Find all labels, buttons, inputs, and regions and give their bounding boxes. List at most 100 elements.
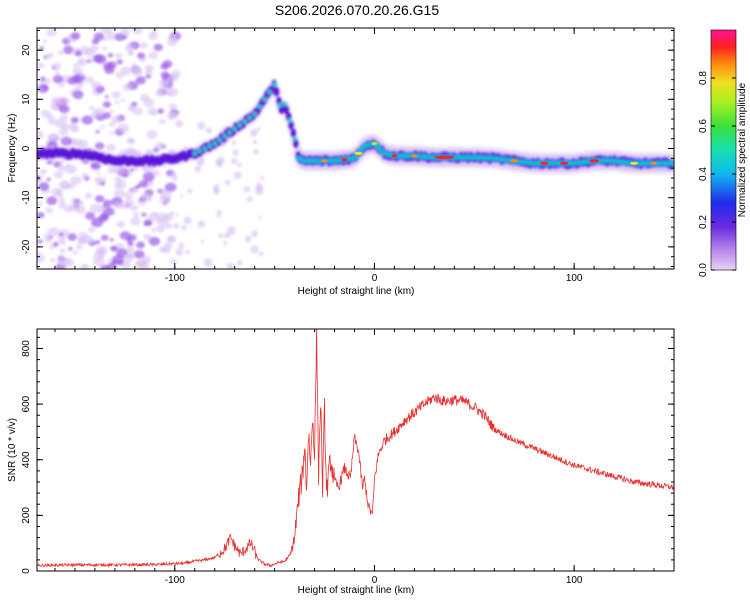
heatmap-noise-blob — [88, 226, 96, 233]
heatmap-noise-blob — [52, 75, 64, 84]
y-tick-label: 20 — [21, 44, 32, 56]
colorbar-tick-label: 0.2 — [698, 215, 709, 229]
heatmap-noise-blob — [68, 123, 77, 130]
heatmap-noise-blob — [73, 63, 78, 68]
heatmap-noise-blob — [109, 122, 116, 127]
heatmap-noise-blob — [187, 188, 193, 194]
heatmap-ridge-mark — [197, 148, 202, 154]
heatmap-noise-blob — [84, 48, 95, 57]
heatmap-noise-blob — [53, 105, 59, 110]
y-tick-label: 800 — [21, 340, 32, 357]
heatmap-hot-spot — [371, 142, 378, 146]
heatmap-noise-blob — [250, 245, 259, 254]
heatmap-noise-blob — [72, 250, 78, 255]
heatmap-noise-blob — [103, 62, 113, 71]
heatmap-ridge-mark — [192, 151, 197, 156]
heatmap-noise-blob — [110, 246, 115, 250]
heatmap-hot-spots — [321, 142, 657, 165]
heatmap-noise-blob — [136, 241, 145, 249]
heatmap-noise-blob — [166, 37, 179, 47]
heatmap-noise-blob — [137, 52, 146, 59]
heatmap-noise-blob — [43, 78, 52, 85]
heatmap-noise-blob — [136, 184, 141, 189]
heatmap-hot-spot — [560, 161, 569, 165]
heatmap-noise-blob — [147, 107, 157, 115]
heatmap-noise-blob — [58, 232, 64, 237]
heatmap-noise-blob — [93, 164, 99, 168]
heatmap-noise-blob — [164, 182, 177, 192]
heatmap-noise-blob — [85, 212, 95, 220]
heatmap-noise-blob — [77, 200, 85, 206]
heatmap-noise-blob — [109, 238, 114, 242]
heatmap-noise-blob — [124, 191, 134, 200]
heatmap-noise-blob — [197, 220, 206, 229]
heatmap-hot-spot — [589, 159, 600, 163]
heatmap-noise-blob — [72, 66, 83, 75]
heatmap-noise-blob — [143, 233, 152, 241]
heatmap-noise-blob — [109, 109, 114, 114]
x-tick-label: 0 — [372, 575, 378, 586]
heatmap-noise-blob — [129, 207, 135, 211]
heatmap-noise-blob — [157, 217, 169, 227]
heatmap-noise-blob — [43, 39, 48, 43]
heatmap-noise-blob — [129, 168, 134, 172]
heatmap-noise-blob — [153, 43, 163, 52]
heatmap-noise-blob — [46, 28, 57, 37]
heatmap-noise-blob — [171, 69, 181, 78]
heatmap-noise-blob — [58, 160, 65, 165]
heatmap-noise-blob — [246, 196, 253, 203]
heatmap-noise-blob — [157, 108, 164, 114]
heatmap-noise-blob — [250, 264, 254, 269]
y-tick-label: 200 — [21, 507, 32, 524]
heatmap-noise-blob — [58, 202, 67, 209]
heatmap-noise-blob — [59, 248, 66, 254]
heatmap-noise-blob — [121, 35, 128, 40]
snr-y-axis-label: SNR (10 * v/v) — [7, 418, 18, 482]
heatmap-noise-blob — [171, 176, 178, 181]
heatmap-noise-blob — [75, 206, 86, 214]
heatmap-noise-blob — [45, 207, 53, 214]
heatmap-noise-blob — [77, 139, 89, 149]
heatmap-ridge-mark — [212, 141, 217, 146]
heatmap-noise-blob — [130, 216, 141, 226]
spectrogram-heatmap — [37, 28, 674, 269]
heatmap-hot-spot — [510, 159, 519, 163]
heatmap-noise-blob — [169, 211, 175, 216]
heatmap-noise-blob — [166, 235, 176, 243]
heatmap-noise-blob — [131, 62, 137, 67]
heatmap-noise-blob — [183, 216, 192, 225]
heatmap-noise-blob — [59, 240, 67, 245]
heatmap-noise-blob — [150, 227, 157, 233]
x-tick-label: 0 — [372, 273, 378, 284]
heatmap-noise-blob — [77, 58, 88, 67]
heatmap-noise-blob — [57, 256, 69, 266]
y-tick-label: -20 — [21, 239, 32, 254]
heatmap-noise-blob — [255, 182, 263, 190]
heatmap-noise-blob — [102, 46, 107, 50]
heatmap-noise-blob — [258, 251, 264, 257]
heatmap-noise-blob — [100, 124, 105, 129]
heatmap-noise-blob — [133, 166, 139, 172]
heatmap-noise-blob — [46, 177, 51, 182]
y-tick-label: -10 — [21, 190, 32, 205]
heatmap-noise-blob — [168, 116, 174, 120]
heatmap-noise-blob — [173, 222, 180, 229]
heatmap-noise-blob — [95, 195, 105, 203]
heatmap-noise-blob — [175, 248, 184, 256]
heatmap-noise-blob — [218, 233, 224, 239]
heatmap-noise-blob — [101, 213, 110, 221]
y-tick-label: 600 — [21, 395, 32, 412]
heatmap-noise-blob — [233, 171, 242, 180]
heatmap-hot-spot — [630, 161, 639, 165]
heatmap-noise-blob — [51, 136, 57, 141]
heatmap-noise-blob — [200, 239, 205, 244]
heatmap-noise-blob — [135, 76, 146, 85]
heatmap-noise-blob — [170, 172, 177, 178]
heatmap-noise-blob — [144, 64, 154, 72]
heatmap-noise-blob — [116, 220, 126, 228]
heatmap-noise-blob — [58, 104, 70, 114]
spectrogram-x-axis-label: Height of straight line (km) — [298, 286, 415, 297]
colorbar: 0.0 0.2 0.4 0.6 0.8 Normalized spectral ampl… — [698, 29, 748, 277]
heatmap-noise-blob — [252, 140, 258, 145]
